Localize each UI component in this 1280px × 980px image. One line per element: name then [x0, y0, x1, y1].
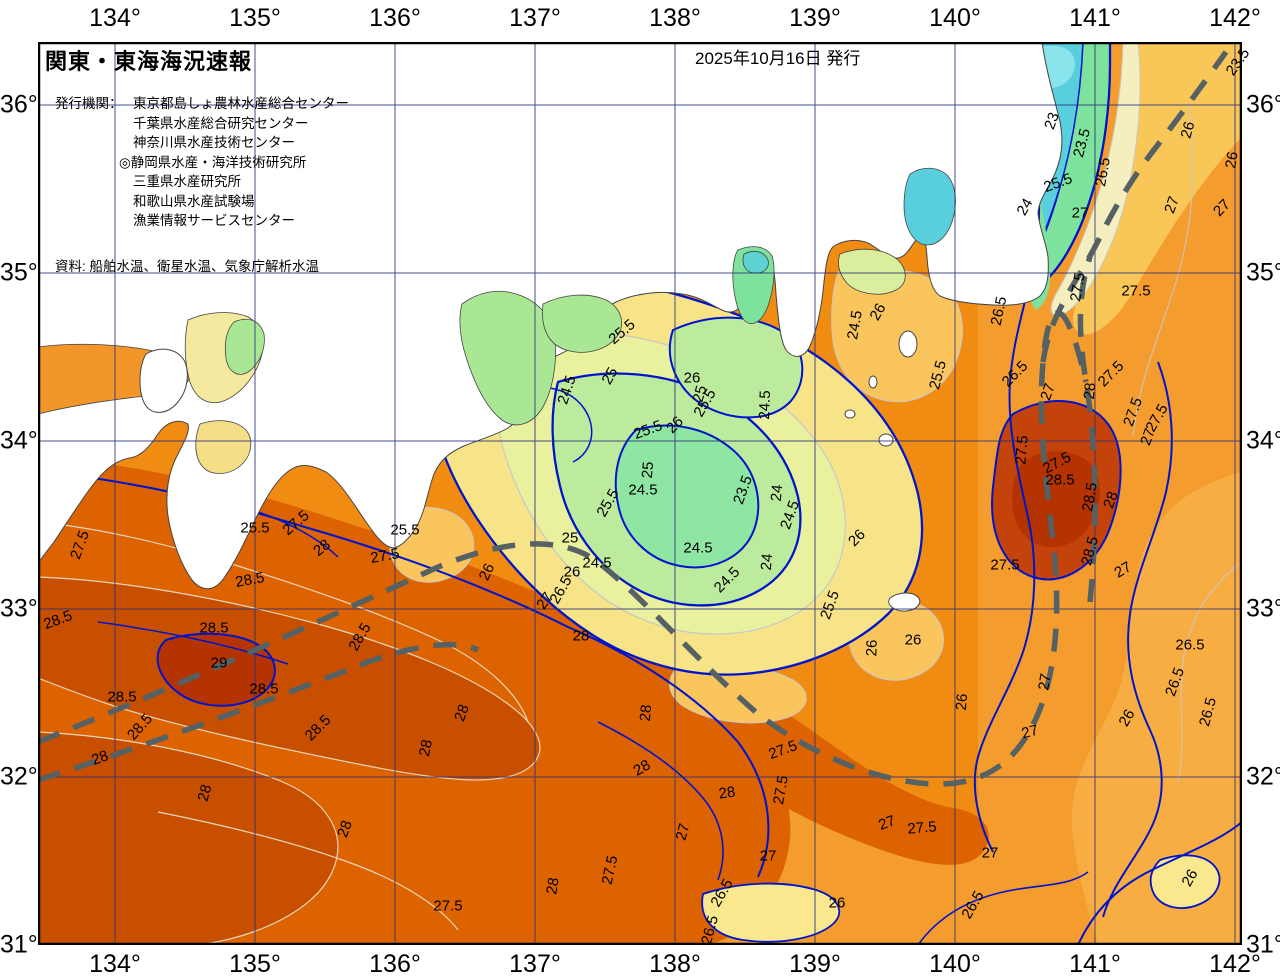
isotherm-lines — [38, 101, 1242, 945]
map-canvas — [38, 42, 1242, 945]
issue-date: 2025年10月16日 発行 — [695, 49, 861, 68]
axis-label: 31° — [1246, 930, 1280, 959]
axis-label: 141° — [1069, 4, 1121, 32]
map-border — [38, 42, 1242, 945]
graticule — [38, 42, 1242, 945]
suruga-bay-head-cold — [742, 250, 769, 274]
axis-label: 138° — [649, 950, 701, 978]
mikawa-bay — [542, 294, 622, 353]
axis-label: 34° — [1246, 426, 1280, 455]
axis-label: 142° — [1209, 4, 1261, 32]
axis-label: 33° — [0, 594, 38, 623]
axis-label: 135° — [229, 950, 281, 978]
awaji-island — [139, 348, 188, 413]
eddy-23-5c-core — [614, 424, 760, 569]
axis-label: 139° — [789, 4, 841, 32]
tokyo-bay — [903, 167, 956, 246]
axis-label: 35° — [0, 258, 38, 287]
source-note: 資料: 船舶水温、衛星水温、気象庁解析水温 — [55, 259, 320, 274]
axis-label: 141° — [1069, 950, 1121, 978]
axis-label: 136° — [369, 4, 421, 32]
niijima-island — [868, 375, 878, 389]
axis-label: 32° — [0, 762, 38, 791]
agency-item: 千葉県水産総合研究センター — [133, 115, 309, 131]
axis-label: 31° — [0, 930, 38, 959]
axis-label: 36° — [1246, 90, 1280, 119]
agency-item: 漁業情報サービスセンター — [133, 213, 295, 228]
kii-channel — [195, 420, 252, 474]
sst-field-svg — [38, 42, 1242, 945]
izu-oshima-island — [898, 330, 918, 358]
axis-label: 139° — [789, 950, 841, 978]
axis-label: 135° — [229, 4, 281, 32]
hachijojima-island — [888, 592, 921, 612]
islands — [139, 330, 921, 612]
axis-label: 33° — [1246, 594, 1280, 623]
agency-block: 発行機関： 東京都島しょ農林水産総合センター 千葉県水産総合研究センター 神奈川県水… — [55, 94, 349, 231]
axis-label: 32° — [1246, 762, 1280, 791]
axis-label: 138° — [649, 4, 701, 32]
bay-waters — [38, 167, 956, 474]
agency-item: ◎静岡県水産・海洋技術研究所 — [119, 154, 307, 170]
sagami-bay-water — [838, 248, 906, 295]
axis-label: 140° — [929, 4, 981, 32]
ne-25-5c-band — [1073, 42, 1242, 335]
ise-bay — [459, 290, 556, 426]
agency-item: 和歌山県水産試験場 — [133, 193, 255, 209]
sea-28-5c-band — [38, 576, 541, 781]
axis-label: 34° — [0, 426, 38, 455]
sea-right-26c — [1072, 472, 1242, 945]
axis-label: 36° — [0, 90, 38, 119]
header-block: 関東・東海海況速報 — [45, 44, 605, 76]
kuroshio-axis-dashed — [38, 50, 1229, 787]
axis-label: 134° — [89, 4, 141, 32]
agencies-label: 発行機関： — [55, 96, 123, 111]
page-title: 関東・東海海況速報 — [45, 49, 253, 74]
axis-label: 134° — [89, 950, 141, 978]
miyakejima-island — [878, 433, 894, 447]
agency-item: 神奈川県水産技術センター — [133, 135, 295, 150]
warm-eddy-core-28-5c — [1012, 451, 1101, 548]
axis-label: 137° — [509, 950, 561, 978]
axis-label: 142° — [1209, 950, 1261, 978]
pocket-26c-southeast — [1149, 854, 1221, 909]
agency-item: 三重県水産研究所 — [133, 174, 241, 189]
axis-label: 136° — [369, 950, 421, 978]
agency-item: 東京都島しょ農林水産総合センター — [133, 96, 349, 111]
axis-label: 137° — [509, 4, 561, 32]
pocket-26c-south — [701, 882, 841, 943]
axis-label: 35° — [1246, 258, 1280, 287]
agency-list: 東京都島しょ農林水産総合センター 千葉県水産総合研究センター 神奈川県水産技術センタ… — [119, 94, 349, 231]
axis-label: 140° — [929, 950, 981, 978]
fringe-25-5c-izu-east — [831, 267, 963, 403]
kozushima-island — [844, 409, 856, 419]
